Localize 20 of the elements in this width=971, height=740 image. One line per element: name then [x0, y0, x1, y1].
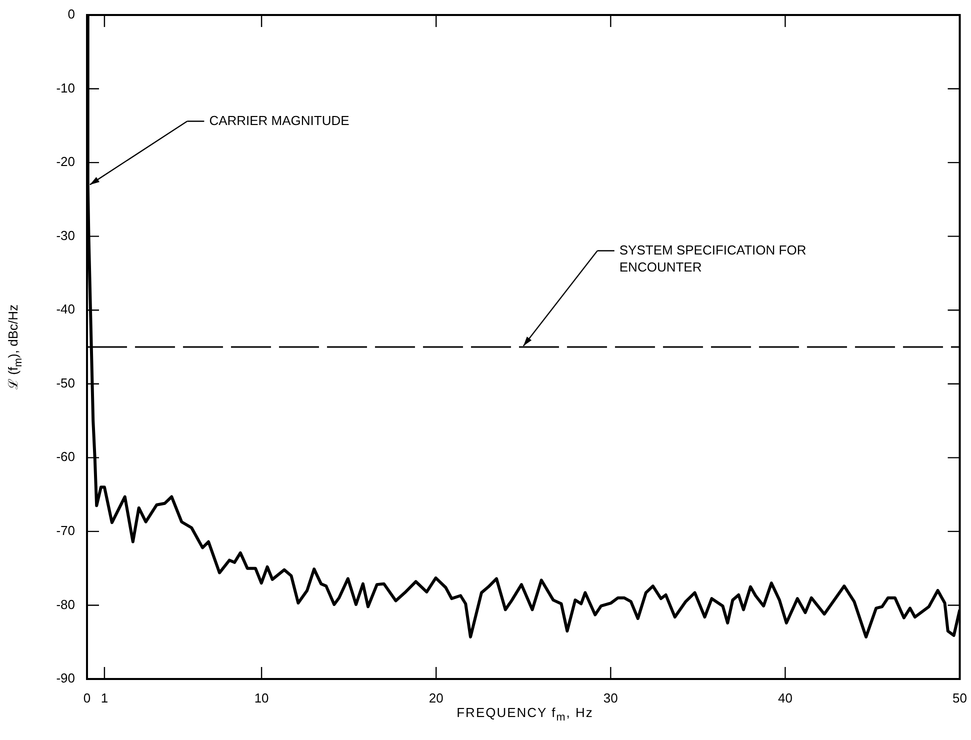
y-tick-label: -10: [56, 80, 75, 96]
y-tick-label: -50: [56, 375, 75, 390]
y-tick-label: -20: [56, 154, 75, 170]
y-tick-label: -90: [56, 670, 75, 686]
y-tick-label: -70: [56, 523, 75, 538]
annotation: SYSTEM SPECIFICATION FOR ENCOUNTER: [619, 242, 806, 274]
x-tick-label: 50: [952, 690, 968, 706]
x-tick-label: 10: [254, 690, 269, 706]
x-tick-label: 1: [100, 690, 108, 706]
annotation: CARRIER MAGNITUDE: [209, 112, 350, 128]
x-tick-label: 40: [778, 690, 792, 706]
x-tick-label: 0: [83, 690, 91, 706]
x-tick-label: 30: [603, 690, 618, 706]
y-tick-label: -60: [56, 449, 75, 464]
y-tick-label: -30: [56, 228, 75, 243]
y-tick-label: 0: [68, 6, 75, 22]
y-tick-label: -40: [56, 302, 75, 317]
y-tick-label: -80: [56, 596, 75, 612]
x-axis-title: FREQUENCY f$_{m}$, Hz: [456, 705, 594, 724]
x-tick-label: 20: [428, 690, 444, 706]
